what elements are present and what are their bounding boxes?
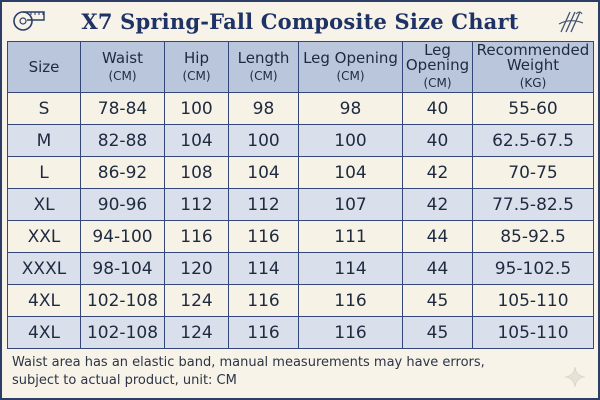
value-cell: 90-96 — [80, 188, 165, 221]
value-cell: 85-92.5 — [472, 220, 594, 253]
column-header-label: Leg Opening — [405, 41, 470, 74]
column-header: Size — [7, 41, 81, 93]
value-cell: 116 — [298, 316, 403, 349]
size-cell: XXL — [7, 220, 81, 253]
column-header-unit: (CM) — [108, 68, 137, 83]
column-header-unit: (KG) — [519, 76, 547, 90]
value-cell: 95-102.5 — [472, 252, 594, 285]
value-cell: 94-100 — [80, 220, 165, 253]
column-header: Waist (CM) — [80, 41, 165, 93]
column-header-label: Length — [237, 48, 290, 67]
column-header: Leg Opening (CM) — [298, 41, 403, 93]
value-cell: 102-108 — [80, 284, 165, 317]
size-cell: L — [7, 156, 81, 189]
value-cell: 116 — [164, 220, 229, 253]
size-cell: 4XL — [7, 284, 81, 317]
value-cell: 105-110 — [472, 284, 594, 317]
sketch-hanger-icon — [558, 11, 584, 33]
column-header-label: Size — [28, 57, 60, 76]
value-cell: 78-84 — [80, 92, 165, 125]
value-cell: 45 — [402, 284, 473, 317]
table-row: M 82-88 104 100 100 40 62.5-67.5 — [7, 124, 594, 157]
table-row: XXL 94-100 116 116 111 44 85-92.5 — [7, 220, 594, 253]
value-cell: 77.5-82.5 — [472, 188, 594, 221]
column-header-label: Waist — [102, 48, 143, 67]
value-cell: 40 — [402, 124, 473, 157]
value-cell: 100 — [228, 124, 299, 157]
value-cell: 86-92 — [80, 156, 165, 189]
table-body: S 78-84 100 98 98 40 55-60 M 82-88 104 100 100 40 62.… — [7, 92, 594, 349]
footnote-line-2: subject to actual product, unit: CM — [12, 373, 237, 388]
value-cell: 105-110 — [472, 316, 594, 349]
column-header-label: Leg Opening — [303, 48, 398, 67]
column-header-unit: (CM) — [249, 68, 278, 83]
value-cell: 44 — [402, 252, 473, 285]
column-header: Length (CM) — [228, 41, 299, 93]
column-header-label: Recommended Weight — [476, 41, 590, 74]
column-header-unit: (CM) — [336, 68, 365, 83]
value-cell: 98-104 — [80, 252, 165, 285]
value-cell: 98 — [298, 92, 403, 125]
value-cell: 42 — [402, 188, 473, 221]
value-cell: 45 — [402, 316, 473, 349]
measuring-tape-icon — [13, 11, 45, 31]
value-cell: 112 — [164, 188, 229, 221]
table-row: L 86-92 108 104 104 42 70-75 — [7, 156, 594, 189]
footnote: Waist area has an elastic band, manual m… — [12, 354, 572, 390]
value-cell: 120 — [164, 252, 229, 285]
value-cell: 116 — [228, 220, 299, 253]
value-cell: 111 — [298, 220, 403, 253]
value-cell: 98 — [228, 92, 299, 125]
value-cell: 104 — [164, 124, 229, 157]
value-cell: 70-75 — [472, 156, 594, 189]
value-cell: 100 — [164, 92, 229, 125]
column-header: Hip (CM) — [164, 41, 229, 93]
column-header-label: Hip — [184, 48, 209, 67]
sparkle-icon — [564, 366, 586, 388]
value-cell: 114 — [298, 252, 403, 285]
column-header-unit: (CM) — [182, 68, 211, 83]
value-cell: 62.5-67.5 — [472, 124, 594, 157]
value-cell: 112 — [228, 188, 299, 221]
value-cell: 44 — [402, 220, 473, 253]
value-cell: 114 — [228, 252, 299, 285]
value-cell: 107 — [298, 188, 403, 221]
value-cell: 82-88 — [80, 124, 165, 157]
size-cell: M — [7, 124, 81, 157]
table-row: XXXL 98-104 120 114 114 44 95-102.5 — [7, 252, 594, 285]
value-cell: 42 — [402, 156, 473, 189]
column-header-unit: (CM) — [423, 76, 452, 90]
value-cell: 124 — [164, 316, 229, 349]
value-cell: 102-108 — [80, 316, 165, 349]
value-cell: 124 — [164, 284, 229, 317]
table-row: S 78-84 100 98 98 40 55-60 — [7, 92, 594, 125]
value-cell: 108 — [164, 156, 229, 189]
value-cell: 116 — [228, 316, 299, 349]
table-row: XL 90-96 112 112 107 42 77.5-82.5 — [7, 188, 594, 221]
column-header: Leg Opening (CM) — [402, 41, 473, 93]
table-row: 4XL 102-108 124 116 116 45 105-110 — [7, 316, 594, 349]
title-bar: X7 Spring-Fall Composite Size Chart — [2, 2, 598, 40]
value-cell: 104 — [298, 156, 403, 189]
column-header: Recommended Weight (KG) — [472, 41, 594, 93]
size-cell: 4XL — [7, 316, 81, 349]
size-cell: S — [7, 92, 81, 125]
value-cell: 100 — [298, 124, 403, 157]
value-cell: 40 — [402, 92, 473, 125]
size-table: Size Waist (CM) Hip (CM) Length (CM) Leg Openin… — [7, 41, 594, 349]
value-cell: 116 — [298, 284, 403, 317]
table-row: 4XL 102-108 124 116 116 45 105-110 — [7, 284, 594, 317]
table-header-row: Size Waist (CM) Hip (CM) Length (CM) Leg Openin… — [7, 41, 594, 93]
value-cell: 55-60 — [472, 92, 594, 125]
size-cell: XXXL — [7, 252, 81, 285]
footnote-line-1: Waist area has an elastic band, manual m… — [12, 355, 485, 370]
value-cell: 116 — [228, 284, 299, 317]
size-cell: XL — [7, 188, 81, 221]
page-title: X7 Spring-Fall Composite Size Chart — [81, 8, 519, 34]
value-cell: 104 — [228, 156, 299, 189]
